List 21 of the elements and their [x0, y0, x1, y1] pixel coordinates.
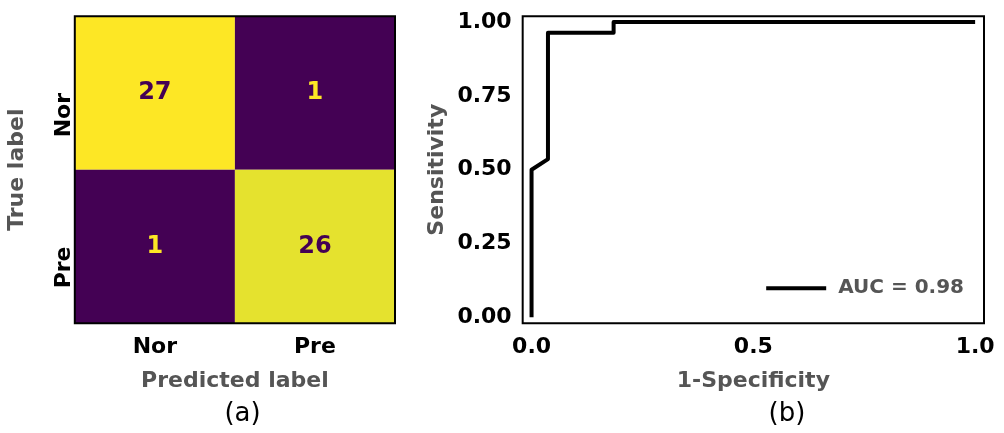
- x-tick-label: Pre: [294, 333, 336, 359]
- y-tick-label: 0.00: [457, 303, 512, 329]
- x-axis-title: Predicted label: [141, 366, 329, 392]
- data-label: 26: [298, 230, 332, 259]
- x-axis-title: 1-Specificity: [676, 366, 830, 392]
- y-axis-title: Sensitivity: [422, 103, 448, 236]
- data-label: 1: [146, 230, 164, 259]
- y-tick-label: 0.50: [457, 155, 512, 181]
- y-tick-label: 0.75: [457, 81, 512, 107]
- y-tick-label: 0.25: [457, 229, 512, 255]
- data-label: 1: [306, 77, 324, 106]
- text: (a): [223, 396, 262, 428]
- data-label: 27: [138, 77, 172, 106]
- x-tick-label: Nor: [132, 333, 178, 359]
- y-tick-label: 1.00: [457, 7, 512, 33]
- text: (b): [767, 396, 807, 428]
- x-tick-label: 1.0: [955, 333, 995, 359]
- y-axis-title: True label: [2, 108, 28, 231]
- legend-label: AUC = 0.98: [838, 274, 964, 299]
- x-tick-label: 0.0: [512, 333, 552, 359]
- x-tick-label: 0.5: [733, 333, 773, 359]
